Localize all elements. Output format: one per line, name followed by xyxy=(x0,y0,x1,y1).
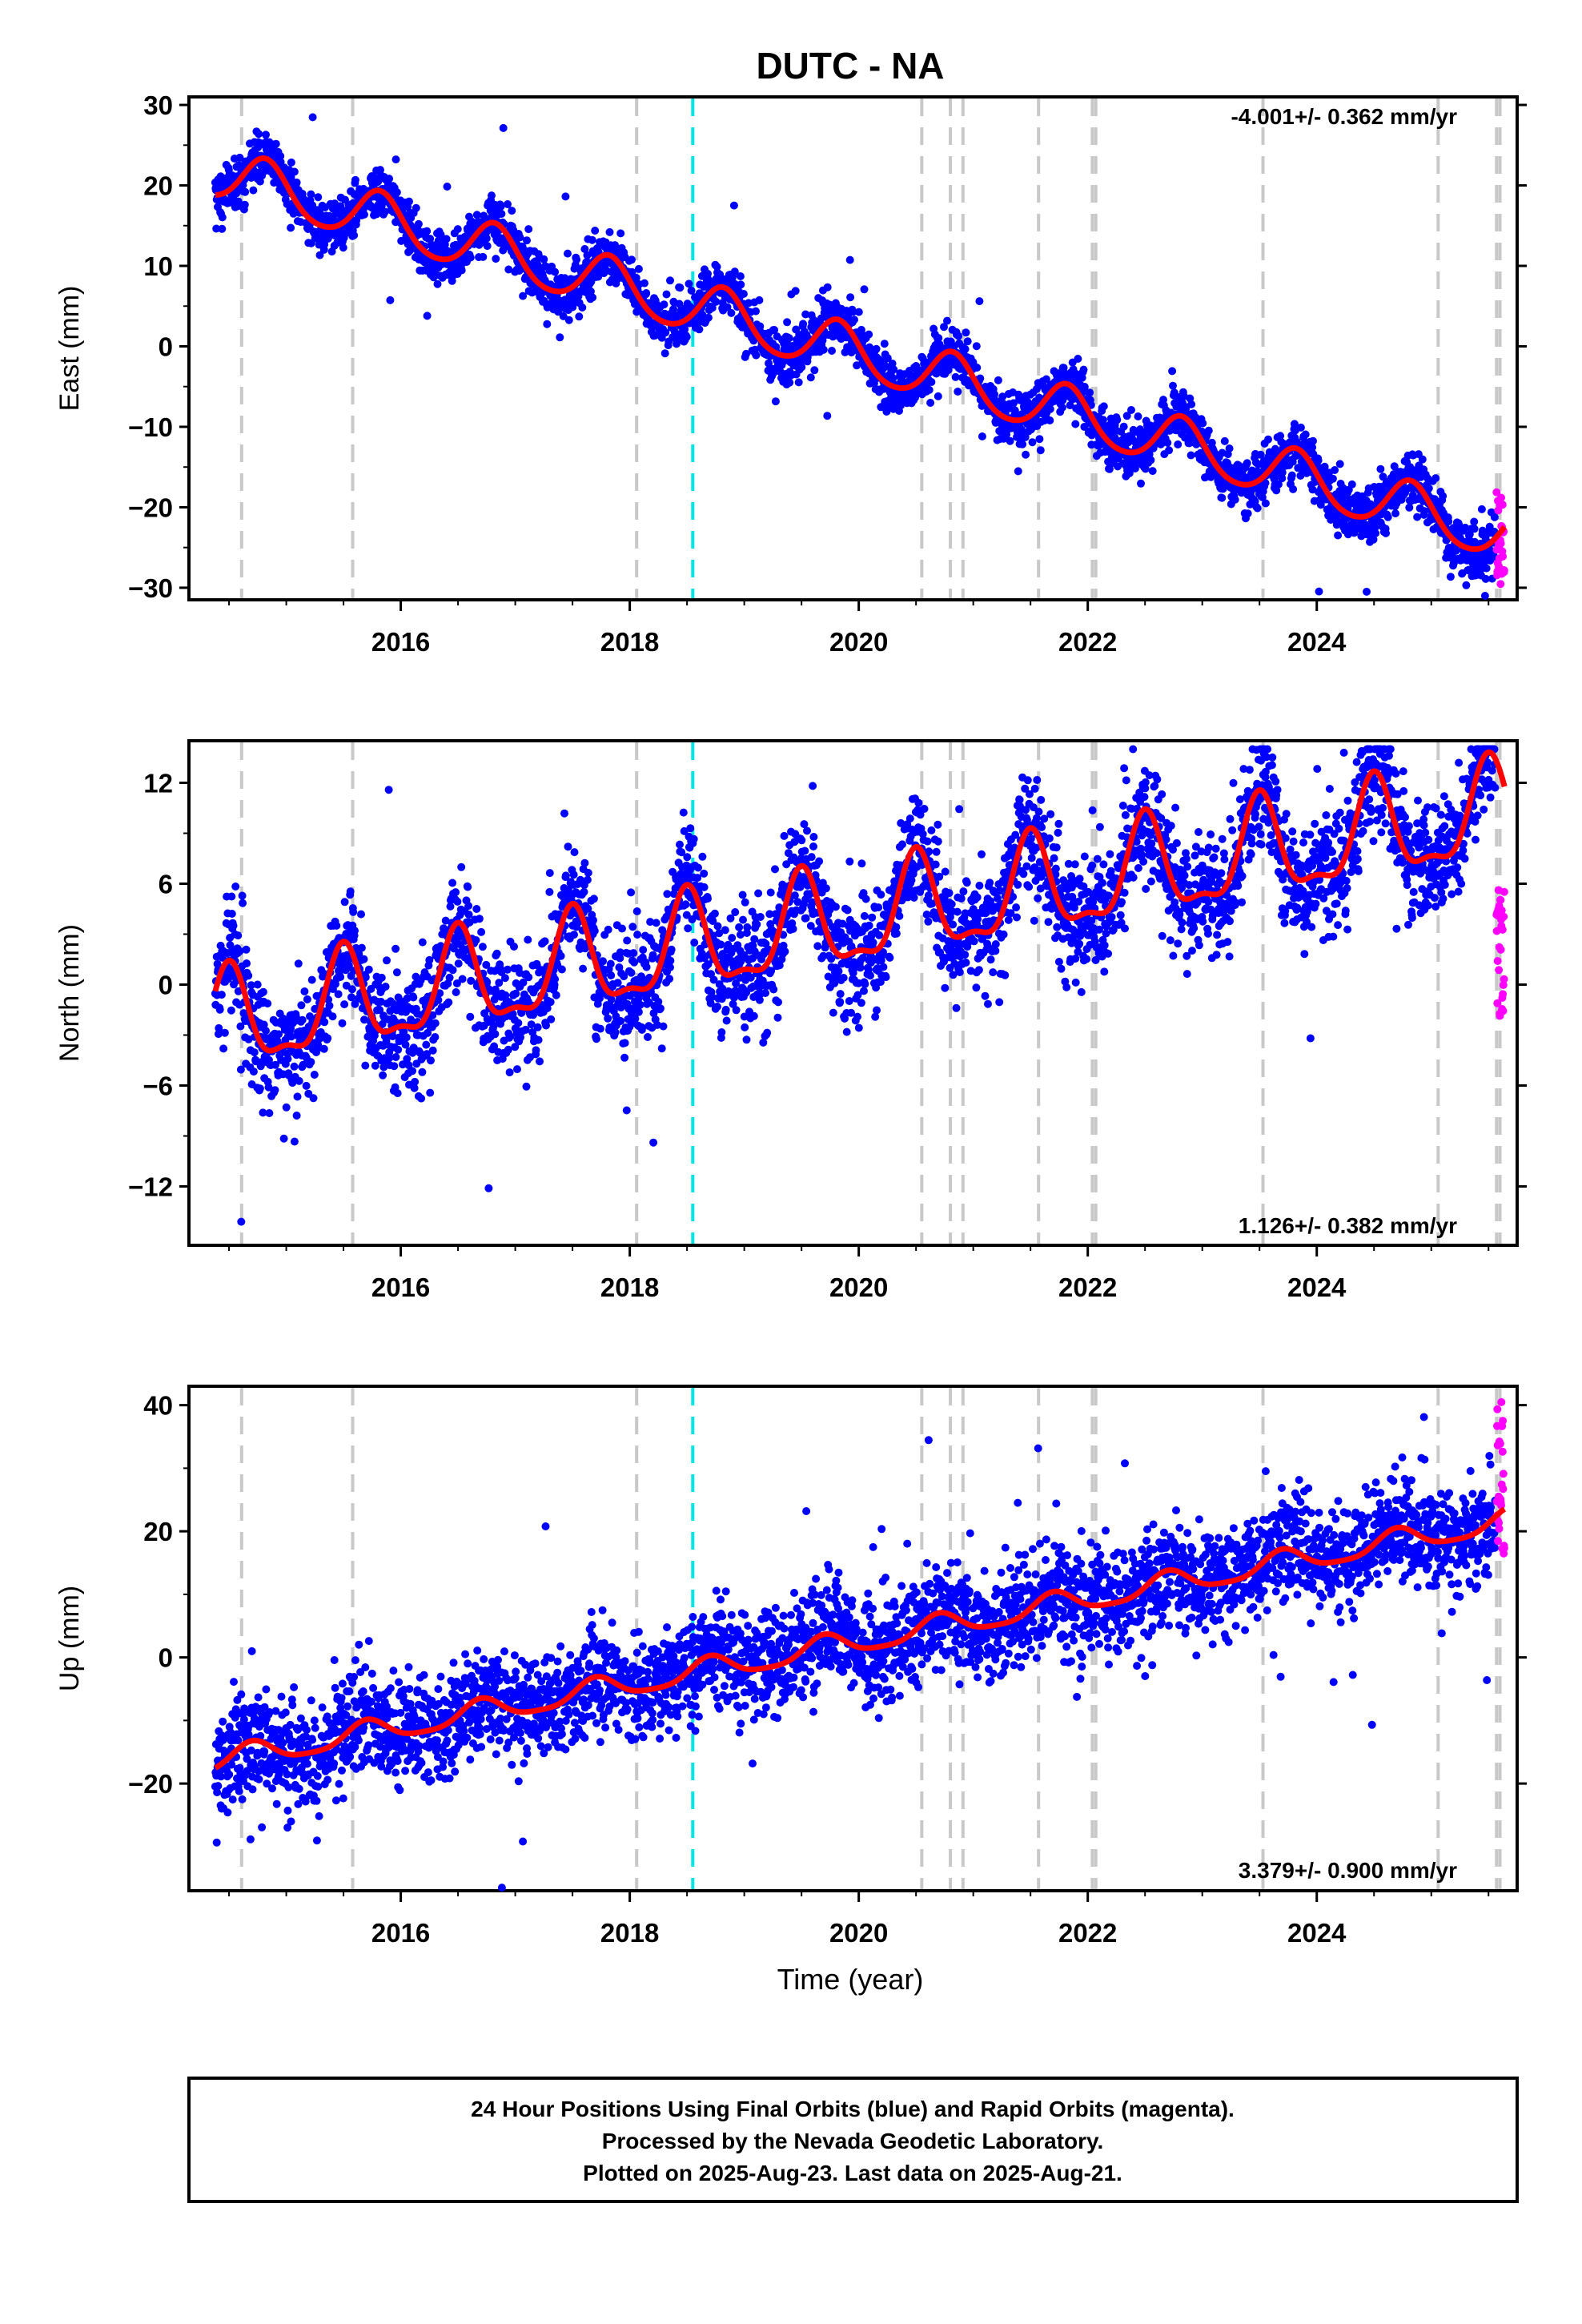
y-tick-label: 10 xyxy=(143,251,173,281)
x-tick-label: 2020 xyxy=(829,627,888,657)
east-frame xyxy=(187,95,1519,601)
footer-line-2: Processed by the Nevada Geodetic Laborat… xyxy=(602,2129,1104,2153)
y-tick-label: 20 xyxy=(143,171,173,201)
model-curve xyxy=(212,749,1508,1054)
x-tick-label: 2022 xyxy=(1058,1918,1117,1948)
x-tick-label: 2018 xyxy=(600,1273,659,1302)
north-rate-label: 1.126+/- 0.382 mm/yr xyxy=(1239,1213,1457,1238)
north-axes: 12 6 0 −6 −12 2016 2018 2020 2022 2024 xyxy=(128,769,1527,1302)
y-tick-label: −20 xyxy=(128,493,173,522)
y-tick-label: 0 xyxy=(159,971,173,1000)
footer-line-3: Plotted on 2025-Aug-23. Last data on 202… xyxy=(583,2161,1122,2185)
up-panel: 40 20 0 −20 2016 2018 2020 2022 2024 Up (mm) 3.3… xyxy=(54,1385,1527,1948)
rapid-orbit-points xyxy=(1492,488,1508,589)
x-tick-label: 2022 xyxy=(1058,1273,1117,1302)
east-points xyxy=(211,113,1508,600)
y-tick-label: −30 xyxy=(128,573,173,603)
north-panel: 12 6 0 −6 −12 2016 2018 2020 2022 2024 North (mm)… xyxy=(54,739,1527,1302)
north-frame xyxy=(187,739,1519,1247)
up-event-lines xyxy=(239,1388,1502,1889)
y-tick-label: 40 xyxy=(143,1391,173,1421)
y-tick-label: −10 xyxy=(128,412,173,442)
y-tick-label: −12 xyxy=(128,1172,173,1202)
y-tick-label: 0 xyxy=(159,332,173,361)
final-orbit-points xyxy=(211,113,1500,600)
x-tick-label: 2016 xyxy=(371,1918,430,1948)
north-model xyxy=(212,749,1508,1054)
y-tick-label: −20 xyxy=(128,1769,173,1799)
y-tick-label: 20 xyxy=(143,1517,173,1546)
up-ylabel: Up (mm) xyxy=(54,1586,85,1691)
north-points xyxy=(211,745,1508,1226)
x-tick-label: 2024 xyxy=(1287,627,1347,657)
up-rate-label: 3.379+/- 0.900 mm/yr xyxy=(1239,1858,1457,1883)
east-panel: 30 20 10 0 −10 −20 −30 2016 2018 2020 2022 2024 Eas… xyxy=(54,90,1527,657)
y-tick-label: 30 xyxy=(143,90,173,120)
north-event-lines xyxy=(239,742,1502,1244)
final-orbit-points xyxy=(211,1413,1500,1892)
x-tick-label: 2024 xyxy=(1287,1273,1347,1302)
x-tick-label: 2020 xyxy=(829,1273,888,1302)
model-curve xyxy=(213,1506,1507,1771)
chart-title: DUTC - NA xyxy=(756,45,944,86)
y-tick-label: 12 xyxy=(143,769,173,798)
model-curve xyxy=(213,155,1508,553)
x-tick-label: 2020 xyxy=(829,1918,888,1948)
up-frame xyxy=(187,1385,1519,1892)
east-rate-label: -4.001+/- 0.362 mm/yr xyxy=(1231,104,1457,129)
x-tick-label: 2018 xyxy=(600,627,659,657)
x-tick-label: 2018 xyxy=(600,1918,659,1948)
final-orbit-points xyxy=(211,745,1500,1226)
y-tick-label: 0 xyxy=(159,1643,173,1673)
rapid-orbit-points xyxy=(1492,886,1508,1020)
y-tick-label: −6 xyxy=(143,1072,173,1101)
x-tick-label: 2022 xyxy=(1058,627,1117,657)
x-tick-label: 2016 xyxy=(371,627,430,657)
y-tick-label: 6 xyxy=(159,870,173,899)
up-model xyxy=(213,1506,1507,1771)
footer-line-1: 24 Hour Positions Using Final Orbits (bl… xyxy=(471,2097,1235,2121)
x-axis-label: Time (year) xyxy=(777,1963,924,1996)
north-ylabel: North (mm) xyxy=(54,924,85,1062)
east-axes: 30 20 10 0 −10 −20 −30 2016 2018 2020 2022 2024 xyxy=(128,90,1527,657)
x-tick-label: 2024 xyxy=(1287,1918,1347,1948)
footer-box: 24 Hour Positions Using Final Orbits (bl… xyxy=(187,2077,1519,2203)
east-ylabel: East (mm) xyxy=(54,286,85,412)
x-tick-label: 2016 xyxy=(371,1273,430,1302)
footer-frame xyxy=(187,2077,1519,2203)
up-axes: 40 20 0 −20 2016 2018 2020 2022 2024 xyxy=(128,1391,1527,1948)
east-model xyxy=(213,155,1508,553)
